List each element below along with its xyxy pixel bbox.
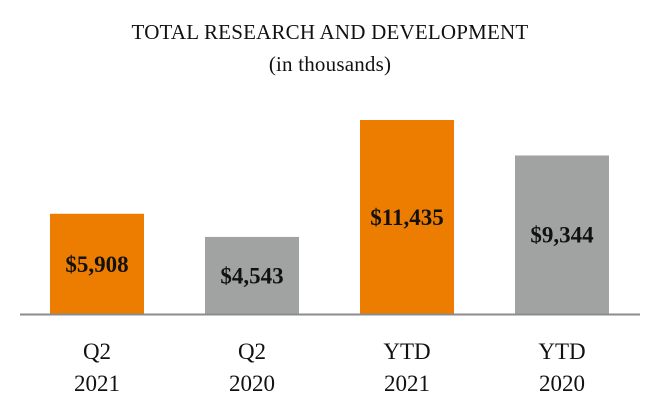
category-label-3-line-0: YTD: [538, 339, 585, 364]
chart-title: TOTAL RESEARCH AND DEVELOPMENT: [131, 20, 529, 44]
category-label-2-line-0: YTD: [383, 339, 430, 364]
bar-value-label-2: $11,435: [370, 205, 443, 230]
bar-value-label-0: $5,908: [65, 252, 128, 277]
category-label-3-line-1: 2020: [539, 371, 585, 396]
category-label-2-line-1: 2021: [384, 371, 430, 396]
category-label-0-line-1: 2021: [74, 371, 120, 396]
chart-subtitle: (in thousands): [268, 52, 392, 76]
category-label-1-line-1: 2020: [229, 371, 275, 396]
bar-value-label-1: $4,543: [220, 263, 283, 288]
bar-3: [515, 155, 609, 314]
bar-value-label-3: $9,344: [530, 223, 594, 248]
chart-title-block: TOTAL RESEARCH AND DEVELOPMENT (in thous…: [0, 16, 660, 80]
bar-2: [360, 120, 454, 314]
category-label-1-line-0: Q2: [238, 339, 266, 364]
category-label-0-line-0: Q2: [83, 339, 111, 364]
bar-0: [50, 213, 144, 314]
bar-1: [205, 236, 299, 314]
